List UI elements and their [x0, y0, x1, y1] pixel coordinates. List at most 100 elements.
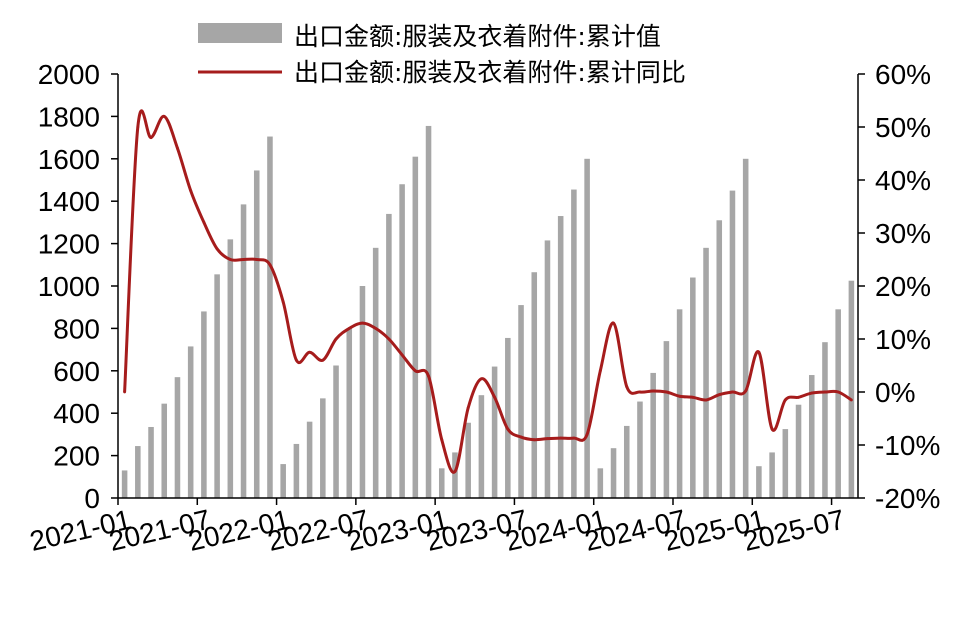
- line-point-2023-03: [466, 406, 470, 410]
- line-point-2025-03: [783, 398, 787, 402]
- bar-2024-05: [650, 372, 656, 498]
- y-right-tick-label-30%: 30%: [875, 218, 931, 249]
- line-point-2025-05: [810, 391, 814, 395]
- line-point-2024-10: [717, 393, 721, 397]
- line-point-2021-07: [202, 221, 206, 224]
- bar-2023-05: [491, 366, 498, 498]
- line-point-2024-06: [664, 390, 668, 394]
- line-point-2021-11: [255, 258, 259, 261]
- y-left-tick-label-0: 0: [84, 483, 100, 514]
- bar-2022-06: [346, 328, 353, 498]
- line-point-2021-01: [123, 390, 127, 394]
- bar-2024-06: [663, 341, 670, 498]
- bar-2021-04: [161, 403, 168, 498]
- line-point-2023-07: [519, 435, 523, 439]
- y-left-tick-label-2000: 2000: [38, 59, 100, 90]
- legend-label-bar: 出口金额:服装及衣着附件:累计值: [294, 22, 661, 51]
- line-point-2023-11: [572, 436, 576, 440]
- bar-2025-06: [822, 342, 828, 498]
- line-point-2021-02: [136, 125, 140, 129]
- bar-2021-10: [240, 204, 247, 498]
- bar-2025-05: [808, 375, 815, 498]
- line-point-2022-06: [347, 327, 351, 330]
- line-point-2022-11: [413, 369, 417, 373]
- line-point-2022-09: [387, 337, 391, 341]
- line-point-2023-06: [506, 427, 510, 431]
- bar-2024-10: [716, 220, 723, 498]
- bar-2021-12: [267, 136, 273, 499]
- line-point-2022-02: [294, 358, 298, 362]
- line-point-2021-09: [228, 258, 232, 261]
- bar-2025-04: [795, 404, 802, 498]
- bar-2021-07: [201, 311, 207, 498]
- line-point-2025-08: [849, 398, 853, 402]
- bar-2023-07: [518, 305, 524, 498]
- bar-2024-04: [637, 401, 643, 498]
- line-point-2023-05: [493, 395, 497, 399]
- line-point-2025-02: [770, 427, 774, 431]
- line-point-2021-04: [162, 115, 166, 118]
- y-left-tick-label-200: 200: [53, 441, 100, 472]
- bar-2023-01: [438, 468, 445, 498]
- bar-2025-03: [782, 429, 789, 498]
- line-point-2025-04: [797, 395, 800, 399]
- bar-2023-11: [571, 189, 577, 499]
- y-left-tick-label-1600: 1600: [38, 144, 100, 175]
- line-point-2024-07: [678, 394, 682, 398]
- bar-2024-09: [703, 247, 709, 498]
- y-left-tick-label-1800: 1800: [38, 101, 100, 132]
- y-left-tick-label-800: 800: [53, 313, 100, 344]
- bar-2021-09: [227, 239, 234, 499]
- bar-2022-04: [320, 398, 326, 498]
- line-point-2024-08: [691, 395, 695, 399]
- line-point-2025-07: [836, 390, 840, 394]
- line-point-2021-12: [268, 263, 272, 267]
- bar-2022-10: [399, 184, 405, 499]
- bar-2023-03: [465, 422, 471, 498]
- line-point-2021-05: [176, 146, 179, 150]
- y-left-tick-label-1000: 1000: [38, 271, 100, 302]
- bar-2021-06: [187, 346, 194, 498]
- bar-2024-11: [729, 190, 736, 498]
- bar-2024-03: [623, 425, 630, 498]
- bar-2023-02: [452, 452, 458, 498]
- y-left-tick-label-600: 600: [53, 356, 100, 387]
- bar-2022-01: [280, 464, 286, 498]
- bar-2023-08: [531, 272, 538, 498]
- line-point-2022-05: [334, 337, 338, 341]
- line-point-2021-03: [149, 136, 153, 140]
- bar-2024-07: [676, 309, 683, 498]
- line-point-2024-12: [744, 389, 748, 393]
- y-right-tick-label-20%: 20%: [875, 271, 931, 302]
- line-point-2023-08: [532, 438, 536, 442]
- legend-swatch-bar: [198, 23, 282, 43]
- bar-2022-09: [386, 213, 392, 499]
- line-point-2022-08: [374, 327, 378, 330]
- y-left-tick-label-1400: 1400: [38, 186, 100, 217]
- line-point-2022-04: [321, 358, 325, 362]
- bar-2021-01: [121, 470, 128, 498]
- line-point-2021-10: [242, 258, 245, 261]
- line-point-2023-12: [585, 433, 589, 436]
- line-point-2025-06: [823, 390, 827, 394]
- y-right-tick-label-10%: 10%: [875, 324, 931, 355]
- bar-2022-11: [412, 156, 419, 498]
- bar-2024-12: [742, 158, 749, 499]
- y-left-tick-label-400: 400: [53, 398, 100, 429]
- bar-2021-05: [174, 377, 181, 498]
- line-point-2024-09: [704, 398, 708, 402]
- bar-2023-12: [584, 158, 590, 499]
- bar-2022-02: [293, 443, 300, 498]
- line-point-2023-01: [440, 438, 444, 442]
- bar-2021-03: [148, 426, 154, 498]
- line-point-2024-03: [625, 385, 629, 389]
- line-point-2023-09: [546, 437, 549, 441]
- bar-2022-07: [359, 286, 366, 498]
- legend-label-line: 出口金额:服装及衣着附件:累计同比: [294, 58, 686, 87]
- line-point-2022-01: [281, 300, 285, 304]
- y-right-tick-label-60%: 60%: [875, 59, 931, 90]
- bar-2022-08: [372, 247, 379, 498]
- bar-2023-10: [557, 216, 564, 499]
